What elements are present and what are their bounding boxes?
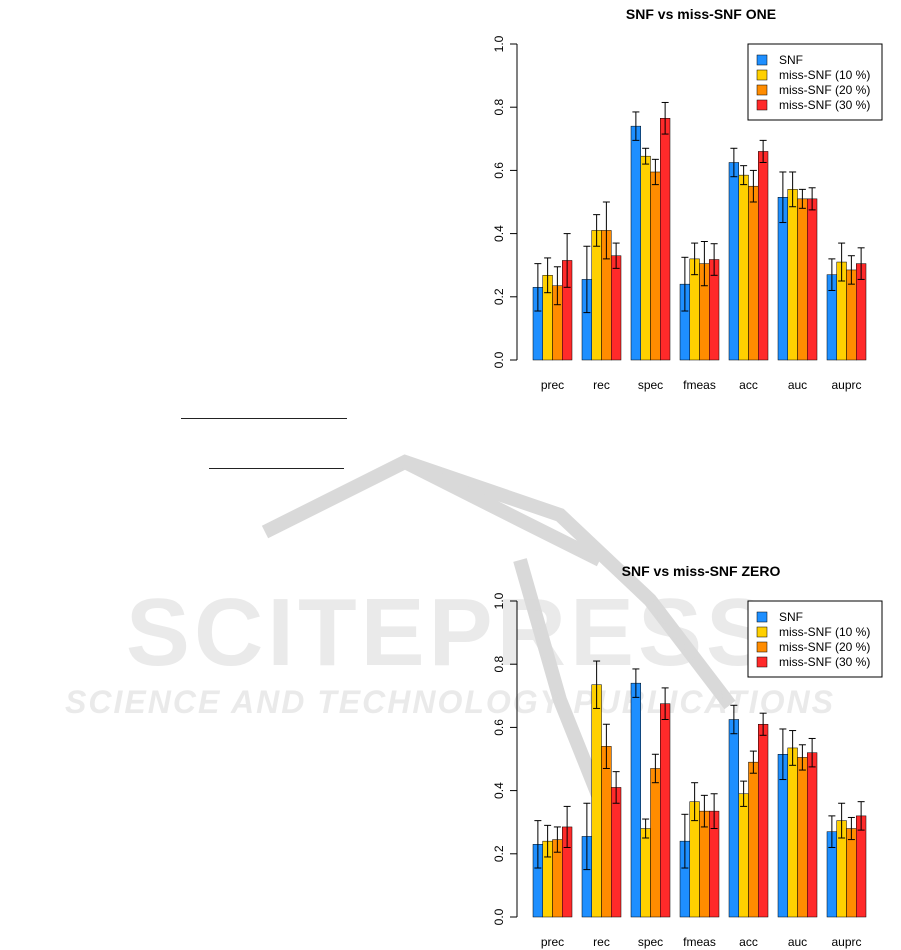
x-tick-label: fmeas: [683, 935, 716, 949]
bar: [591, 684, 602, 918]
bar: [630, 682, 641, 918]
legend-swatch: [756, 69, 768, 81]
y-tick-label: 0.4: [492, 225, 506, 242]
bar: [846, 828, 857, 918]
legend-swatch: [756, 54, 768, 66]
legend-label: miss-SNF (30 %): [779, 655, 870, 669]
x-tick-label: fmeas: [683, 378, 716, 392]
x-tick-label: prec: [541, 378, 564, 392]
x-tick-label: spec: [638, 935, 663, 949]
legend-swatch: [756, 99, 768, 111]
y-tick-label: 0.0: [492, 908, 506, 925]
bar: [611, 787, 622, 918]
y-tick-label: 0.6: [492, 719, 506, 736]
legend-label: SNF: [779, 53, 803, 67]
bar: [787, 747, 798, 918]
x-tick-label: auc: [788, 378, 807, 392]
divider-line-bottom: [209, 468, 344, 469]
x-tick-label: prec: [541, 935, 564, 949]
x-tick-label: acc: [739, 935, 758, 949]
watermark-logo: [261, 454, 736, 803]
legend-swatch: [756, 611, 768, 623]
divider-line-top: [181, 418, 347, 419]
bar: [758, 723, 769, 918]
bar: [660, 703, 671, 918]
x-tick-label: rec: [593, 935, 610, 949]
x-tick-label: auprc: [831, 378, 861, 392]
legend-swatch: [756, 626, 768, 638]
bar: [748, 761, 759, 918]
y-tick-label: 1.0: [492, 35, 506, 52]
legend-label: miss-SNF (20 %): [779, 640, 870, 654]
y-tick-label: 0.8: [492, 99, 506, 116]
y-tick-label: 1.0: [492, 592, 506, 609]
y-tick-label: 0.2: [492, 845, 506, 862]
bar: [640, 828, 651, 918]
bar: [601, 746, 612, 918]
bar: [807, 752, 818, 918]
x-tick-label: auprc: [831, 935, 861, 949]
x-tick-label: auc: [788, 935, 807, 949]
x-tick-label: rec: [593, 378, 610, 392]
legend-swatch: [756, 656, 768, 668]
watermark-subtitle: SCIENCE AND TECHNOLOGY PUBLICATIONS: [65, 684, 835, 720]
legend-box: [747, 600, 883, 678]
bar: [728, 719, 739, 918]
legend-label: miss-SNF (20 %): [779, 83, 870, 97]
legend-swatch: [756, 84, 768, 96]
legend-label: SNF: [779, 610, 803, 624]
bar: [650, 768, 661, 918]
y-tick-label: 0.8: [492, 656, 506, 673]
y-tick-label: 0.6: [492, 162, 506, 179]
y-tick-label: 0.2: [492, 288, 506, 305]
x-tick-label: acc: [739, 378, 758, 392]
legend-swatch: [756, 641, 768, 653]
watermark-title: SCITEPRESS: [126, 579, 774, 686]
bar: [738, 793, 749, 918]
y-tick-label: 0.4: [492, 782, 506, 799]
legend-label: miss-SNF (10 %): [779, 68, 870, 82]
x-tick-label: spec: [638, 378, 663, 392]
legend-label: miss-SNF (10 %): [779, 625, 870, 639]
bar: [797, 757, 808, 918]
legend-label: miss-SNF (30 %): [779, 98, 870, 112]
legend-box: [747, 43, 883, 121]
chart-title: SNF vs miss-SNF ONE: [626, 6, 776, 22]
bar: [856, 815, 867, 918]
chart-title: SNF vs miss-SNF ZERO: [622, 563, 781, 579]
y-tick-label: 0.0: [492, 351, 506, 368]
